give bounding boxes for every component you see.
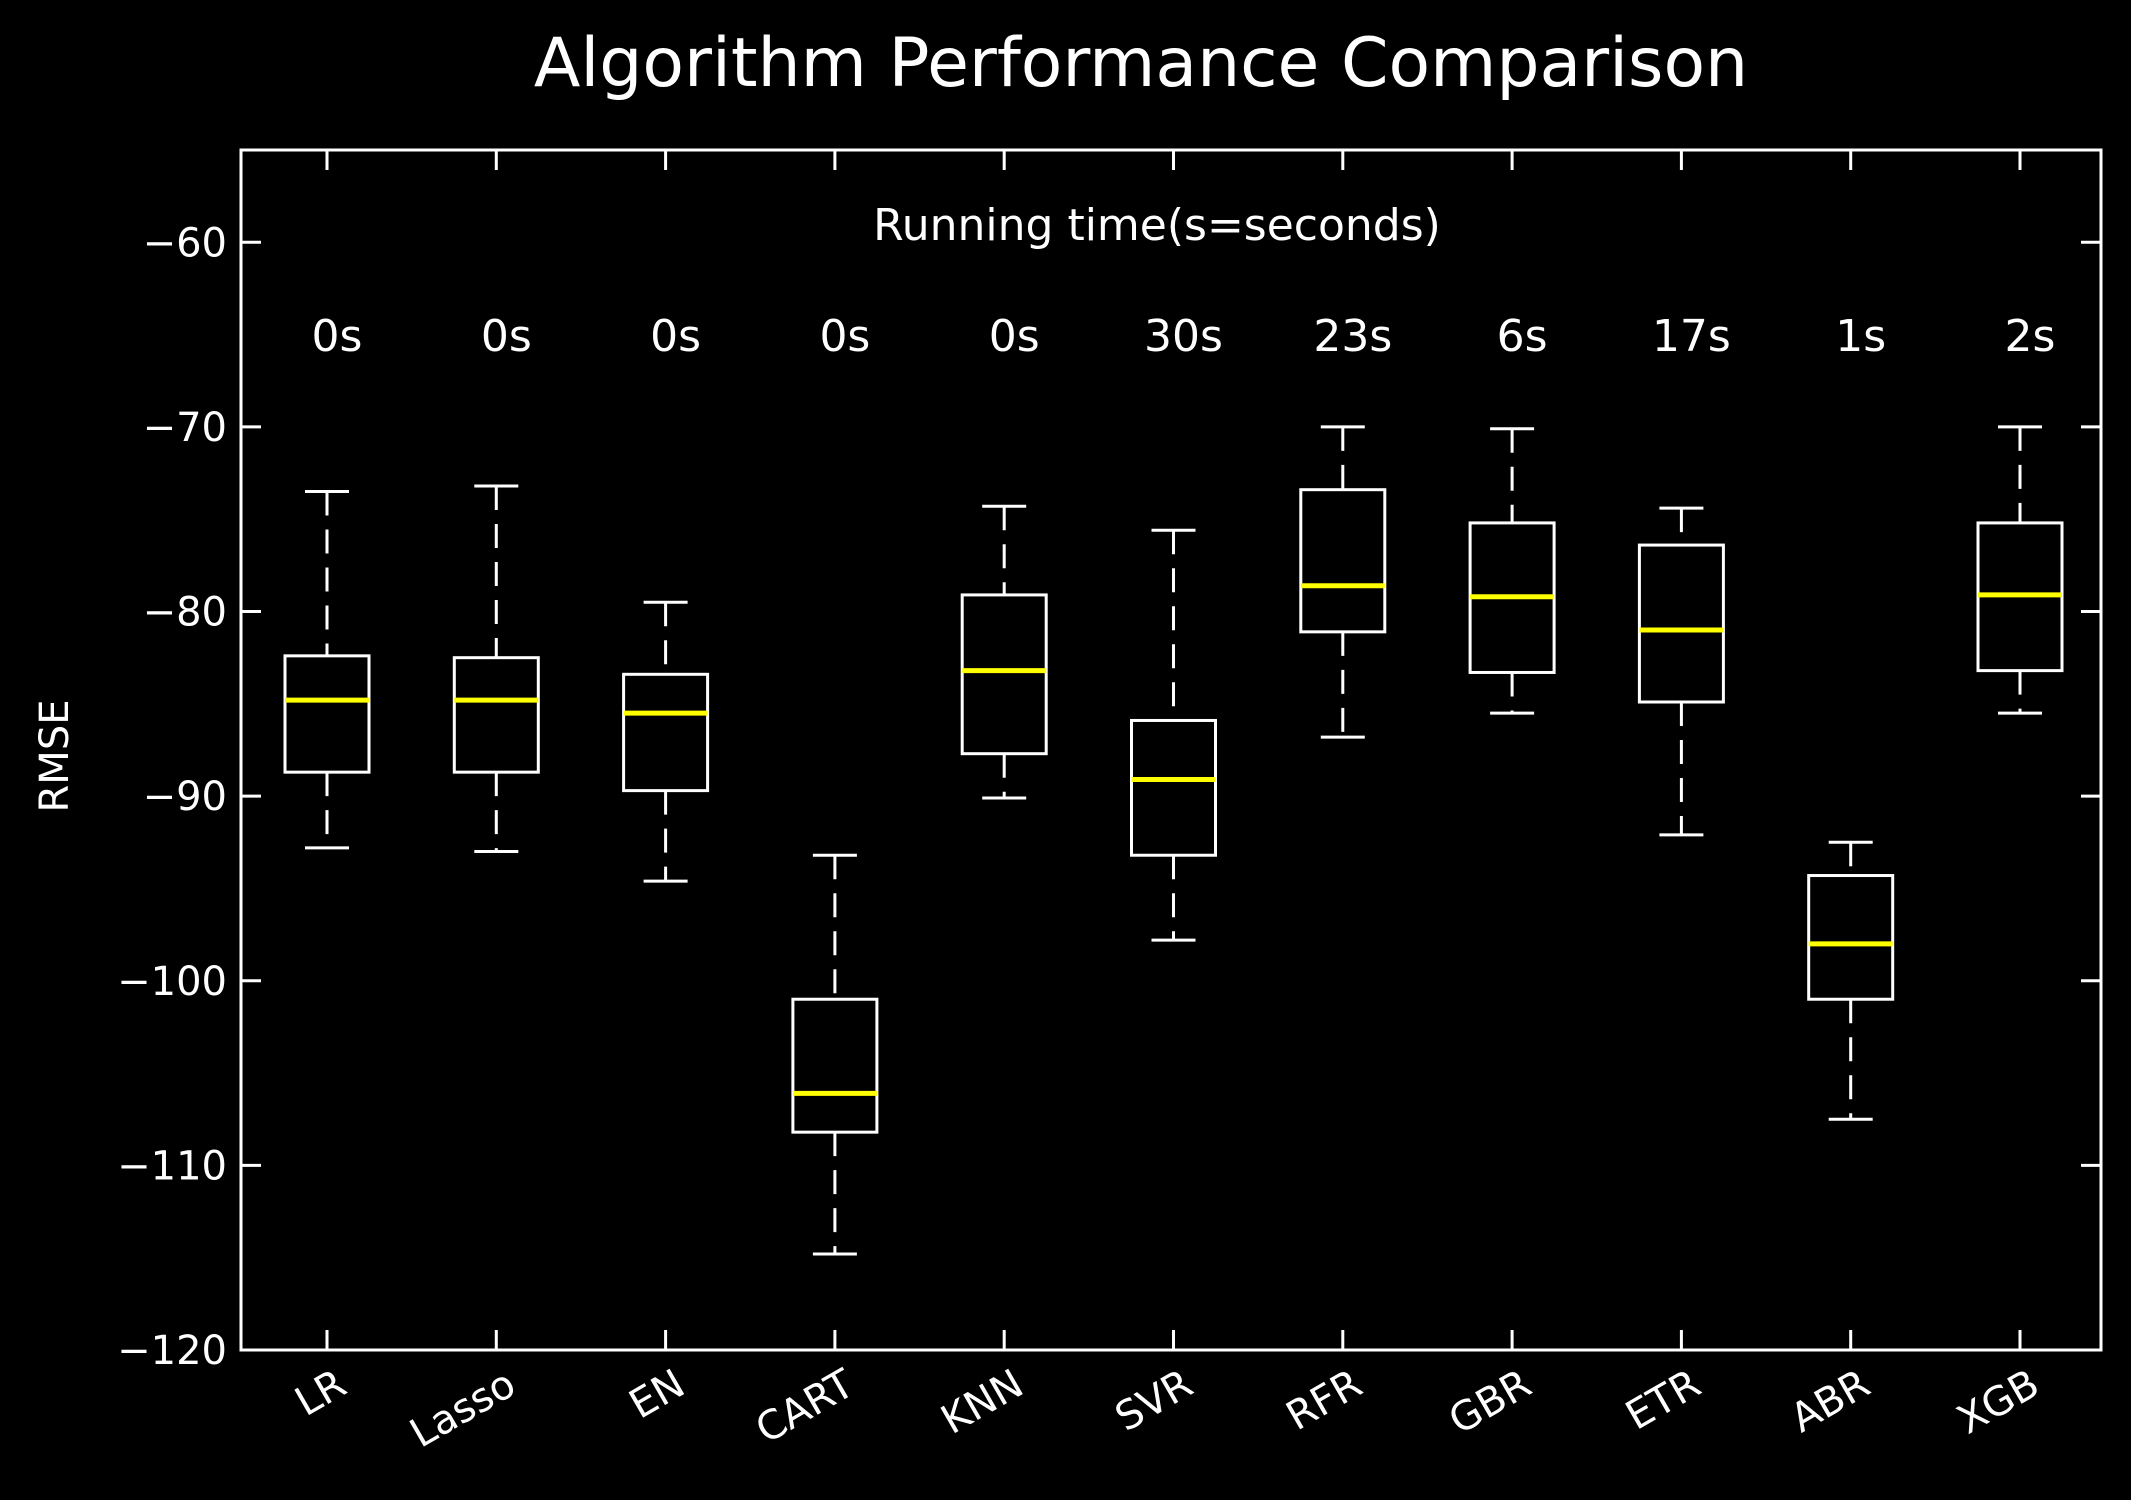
iqr-box: [452, 656, 540, 774]
y-axis-label: RMSE: [32, 700, 78, 813]
running-time-title: Running time(s=seconds): [873, 200, 1441, 251]
iqr-box: [622, 672, 710, 793]
running-time-label: 0s: [481, 311, 532, 362]
iqr-box: [960, 593, 1048, 756]
iqr-box: [1807, 874, 1895, 1001]
running-time-label: 0s: [819, 311, 870, 362]
y-tick-label: −70: [143, 405, 227, 451]
running-time-label: 23s: [1313, 311, 1392, 362]
iqr-box: [1299, 488, 1387, 634]
chart-title: Algorithm Performance Comparison: [534, 24, 1748, 103]
y-tick-label: −100: [117, 959, 227, 1005]
running-time-label: 17s: [1652, 311, 1731, 362]
iqr-box: [1637, 543, 1725, 704]
y-tick-label: −110: [117, 1143, 227, 1189]
running-time-label: 2s: [2005, 311, 2056, 362]
running-time-label: 1s: [1835, 311, 1886, 362]
iqr-box: [283, 654, 371, 774]
running-time-label: 0s: [312, 311, 363, 362]
running-time-label: 0s: [989, 311, 1040, 362]
running-time-label: 0s: [650, 311, 701, 362]
running-time-label: 30s: [1144, 311, 1223, 362]
y-tick-label: −80: [143, 590, 227, 636]
plot-frame: [239, 148, 2103, 1352]
y-tick-label: −60: [143, 220, 227, 266]
iqr-box: [1130, 718, 1217, 857]
y-tick-label: −120: [117, 1328, 227, 1374]
y-tick-label: −90: [143, 774, 227, 820]
running-time-label: 6s: [1497, 311, 1548, 362]
iqr-box: [791, 997, 879, 1134]
